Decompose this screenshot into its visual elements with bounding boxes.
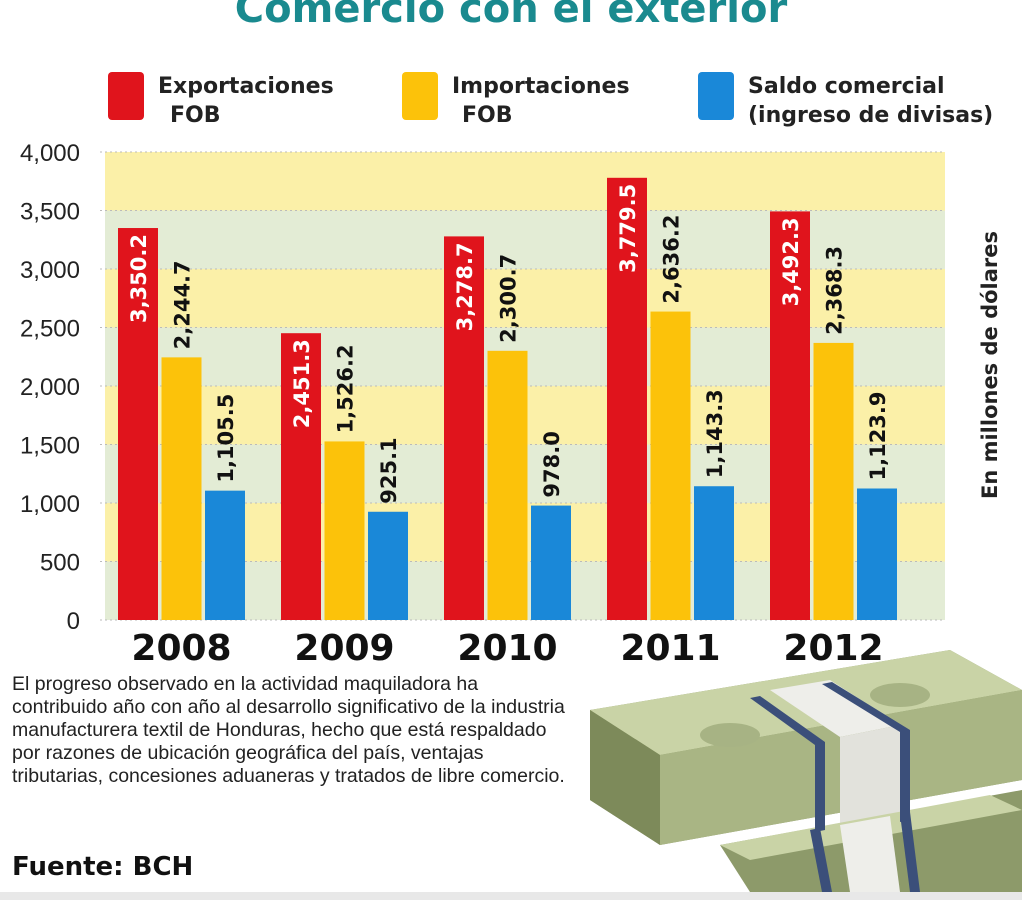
y-tick-label: 2,500: [20, 316, 80, 343]
legend-swatch-yellow: [402, 72, 438, 120]
grid-band: [105, 269, 945, 328]
legend-label: Exportaciones: [158, 74, 334, 99]
bar-2009-0: [281, 333, 321, 620]
chart-title: Comercio con el exterior: [234, 0, 788, 32]
bar-chart: 0 500 1,000 1,500 2,000 2,500 3,000 3,500 4,000 3…: [20, 140, 945, 669]
money-stack-back: [590, 650, 1022, 845]
y-tick-label: 3,000: [20, 257, 80, 284]
y-tick-label: 2,000: [20, 374, 80, 401]
bar-2012-2: [857, 488, 897, 620]
bar-2011-0: [607, 177, 647, 620]
grid-band: [105, 152, 945, 211]
y-tick-label: 3,500: [20, 199, 80, 226]
legend-item-imports: Importaciones FOB: [402, 72, 630, 130]
bar-2009-1: [324, 441, 365, 620]
y-tick-label: 1,500: [20, 433, 80, 460]
y-tick-label: 1,000: [20, 491, 80, 518]
bar-2011-2: [694, 486, 734, 620]
legend-item-exports: Exportaciones FOB: [108, 72, 334, 130]
bar-2008-2: [205, 490, 245, 620]
data-label: 2,244.7: [171, 260, 195, 349]
legend-swatch-blue: [698, 72, 734, 120]
x-tick-label: 2010: [457, 628, 557, 669]
bar-2008-1: [161, 357, 202, 620]
bottom-border: [0, 892, 1022, 900]
data-label: 3,492.3: [779, 217, 803, 306]
bar-2008-0: [118, 228, 158, 620]
x-tick-label: 2011: [620, 628, 720, 669]
legend-item-balance: Saldo comercial (ingreso de divisas): [698, 72, 993, 130]
bar-2010-0: [444, 236, 484, 621]
data-label: 1,105.5: [214, 394, 238, 483]
legend-label-sub: (ingreso de divisas): [748, 103, 994, 128]
data-label: 3,278.7: [453, 242, 477, 331]
description-text: El progreso observado en la actividad ma…: [12, 673, 565, 787]
x-tick-label: 2012: [783, 628, 883, 669]
y-axis-label: En millones de dólares: [978, 230, 1002, 500]
bar-2012-0: [770, 211, 810, 621]
source-label: Fuente: BCH: [12, 852, 194, 882]
data-label: 2,368.3: [823, 246, 847, 335]
bar-2011-1: [650, 311, 691, 620]
y-tick-label: 4,000: [20, 140, 80, 167]
money-band-left: [750, 696, 825, 832]
y-tick-label: 0: [67, 608, 80, 635]
data-label: 1,526.2: [334, 344, 358, 433]
legend-label: Saldo comercial: [748, 74, 945, 99]
bar-2010-2: [531, 505, 571, 620]
bar-2009-2: [368, 511, 408, 620]
data-label: 2,636.2: [660, 215, 684, 304]
data-label: 3,779.5: [616, 184, 640, 273]
money-band-right: [822, 682, 910, 822]
grid-band: [105, 210, 945, 269]
money-stack-front: [720, 790, 1022, 892]
y-tick-label: 500: [40, 550, 80, 577]
x-tick-label: 2008: [131, 628, 231, 669]
bar-2010-1: [487, 350, 528, 620]
legend-swatch-red: [108, 72, 144, 120]
data-label: 1,123.9: [866, 391, 890, 480]
data-label: 925.1: [377, 437, 401, 503]
bar-2012-1: [813, 342, 854, 620]
legend-label: Importaciones: [452, 74, 630, 99]
legend-label-sub: FOB: [170, 103, 221, 128]
money-stacks-illustration: [590, 650, 1022, 892]
data-label: 3,350.2: [127, 234, 151, 323]
data-label: 2,300.7: [497, 254, 521, 343]
data-label: 1,143.3: [703, 389, 727, 478]
data-label: 978.0: [540, 431, 564, 497]
data-label: 2,451.3: [290, 339, 314, 428]
legend-label-sub: FOB: [462, 103, 513, 128]
x-tick-label: 2009: [294, 628, 394, 669]
